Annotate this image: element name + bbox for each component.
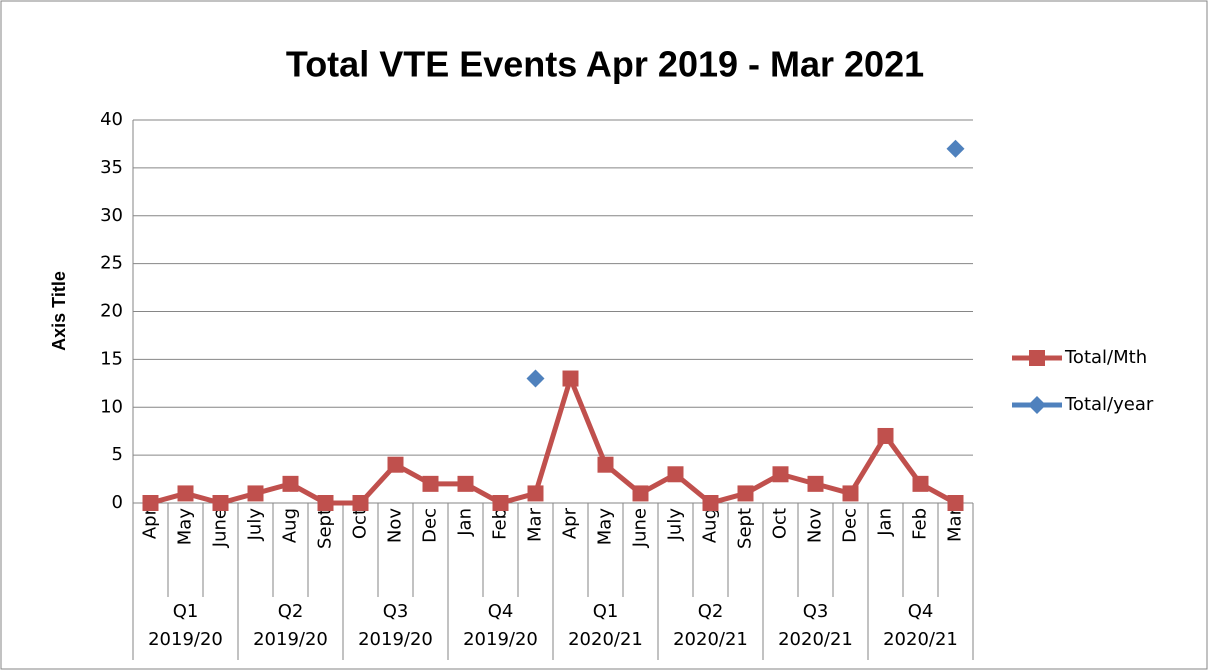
group-sublabel: 2020/21	[778, 629, 853, 650]
marker	[526, 369, 545, 388]
marker	[946, 139, 965, 158]
marker	[247, 485, 264, 502]
x-tick-label: Dec	[420, 508, 441, 543]
marker	[562, 370, 579, 387]
chart-title: Total VTE Events Apr 2019 - Mar 2021	[286, 44, 924, 85]
x-tick-label: July	[245, 508, 266, 542]
marker	[282, 475, 299, 492]
group-sublabel: 2020/21	[673, 629, 748, 650]
marker	[142, 495, 159, 511]
x-tick-label: May	[175, 508, 196, 546]
group-sublabel: 2019/20	[358, 629, 433, 650]
x-tick-label: Nov	[805, 508, 826, 543]
y-tick-label: 35	[100, 157, 123, 178]
x-tick-label: Apr	[140, 507, 161, 539]
marker	[667, 466, 684, 483]
group-label: Q3	[383, 601, 409, 622]
x-tick-label: June	[630, 508, 651, 548]
x-tick-label: June	[210, 508, 231, 548]
marker	[422, 475, 439, 492]
x-tick-label: Aug	[280, 508, 301, 543]
marker	[317, 495, 334, 511]
x-tick-label: Aug	[700, 508, 721, 543]
marker	[807, 475, 824, 492]
marker	[1029, 350, 1045, 366]
group-sublabel: 2019/20	[148, 629, 223, 650]
group-sublabel: 2020/21	[568, 629, 643, 650]
y-tick-label: 5	[112, 444, 123, 465]
x-tick-label: Feb	[490, 508, 511, 540]
marker	[877, 427, 894, 444]
marker	[457, 475, 474, 492]
x-tick-label: May	[595, 508, 616, 546]
y-tick-label: 25	[100, 253, 123, 274]
marker	[527, 485, 544, 502]
marker	[597, 456, 614, 473]
marker	[177, 485, 194, 502]
group-label: Q3	[803, 601, 829, 622]
x-tick-label: Apr	[560, 507, 581, 539]
marker	[492, 495, 509, 511]
marker	[702, 495, 719, 511]
marker	[737, 485, 754, 502]
marker	[212, 495, 229, 511]
marker	[632, 485, 649, 502]
y-tick-label: 10	[100, 396, 123, 417]
x-tick-label: Oct	[770, 508, 791, 539]
marker	[387, 456, 404, 473]
group-sublabel: 2019/20	[253, 629, 328, 650]
marker	[352, 495, 369, 511]
marker	[912, 475, 929, 492]
x-tick-label: Mar	[945, 507, 966, 542]
y-tick-label: 0	[112, 492, 123, 513]
group-sublabel: 2020/21	[883, 629, 958, 650]
legend-label: Total/Mth	[1064, 347, 1147, 368]
y-tick-label: 40	[100, 109, 123, 130]
marker	[772, 466, 789, 483]
x-tick-label: Sept	[735, 508, 756, 549]
y-tick-label: 30	[100, 205, 123, 226]
y-axis-title: Axis Title	[49, 271, 69, 351]
group-label: Q1	[593, 601, 619, 622]
x-tick-label: Mar	[525, 507, 546, 542]
group-label: Q2	[698, 601, 724, 622]
x-tick-label: Nov	[385, 508, 406, 543]
x-tick-label: Dec	[840, 508, 861, 543]
group-label: Q1	[173, 601, 199, 622]
x-tick-label: Oct	[350, 508, 371, 539]
marker	[947, 495, 964, 511]
x-tick-label: Sept	[315, 508, 336, 549]
legend-label: Total/year	[1064, 394, 1154, 415]
group-label: Q2	[278, 601, 304, 622]
x-tick-label: Jan	[455, 508, 476, 537]
y-tick-label: 20	[100, 301, 123, 322]
group-sublabel: 2019/20	[463, 629, 538, 650]
x-tick-label: July	[665, 508, 686, 542]
y-tick-label: 15	[100, 348, 123, 369]
x-tick-label: Feb	[910, 508, 931, 540]
marker	[842, 485, 859, 502]
group-label: Q4	[908, 601, 934, 622]
x-tick-label: Jan	[875, 508, 896, 537]
marker	[1028, 396, 1046, 414]
group-label: Q4	[488, 601, 514, 622]
